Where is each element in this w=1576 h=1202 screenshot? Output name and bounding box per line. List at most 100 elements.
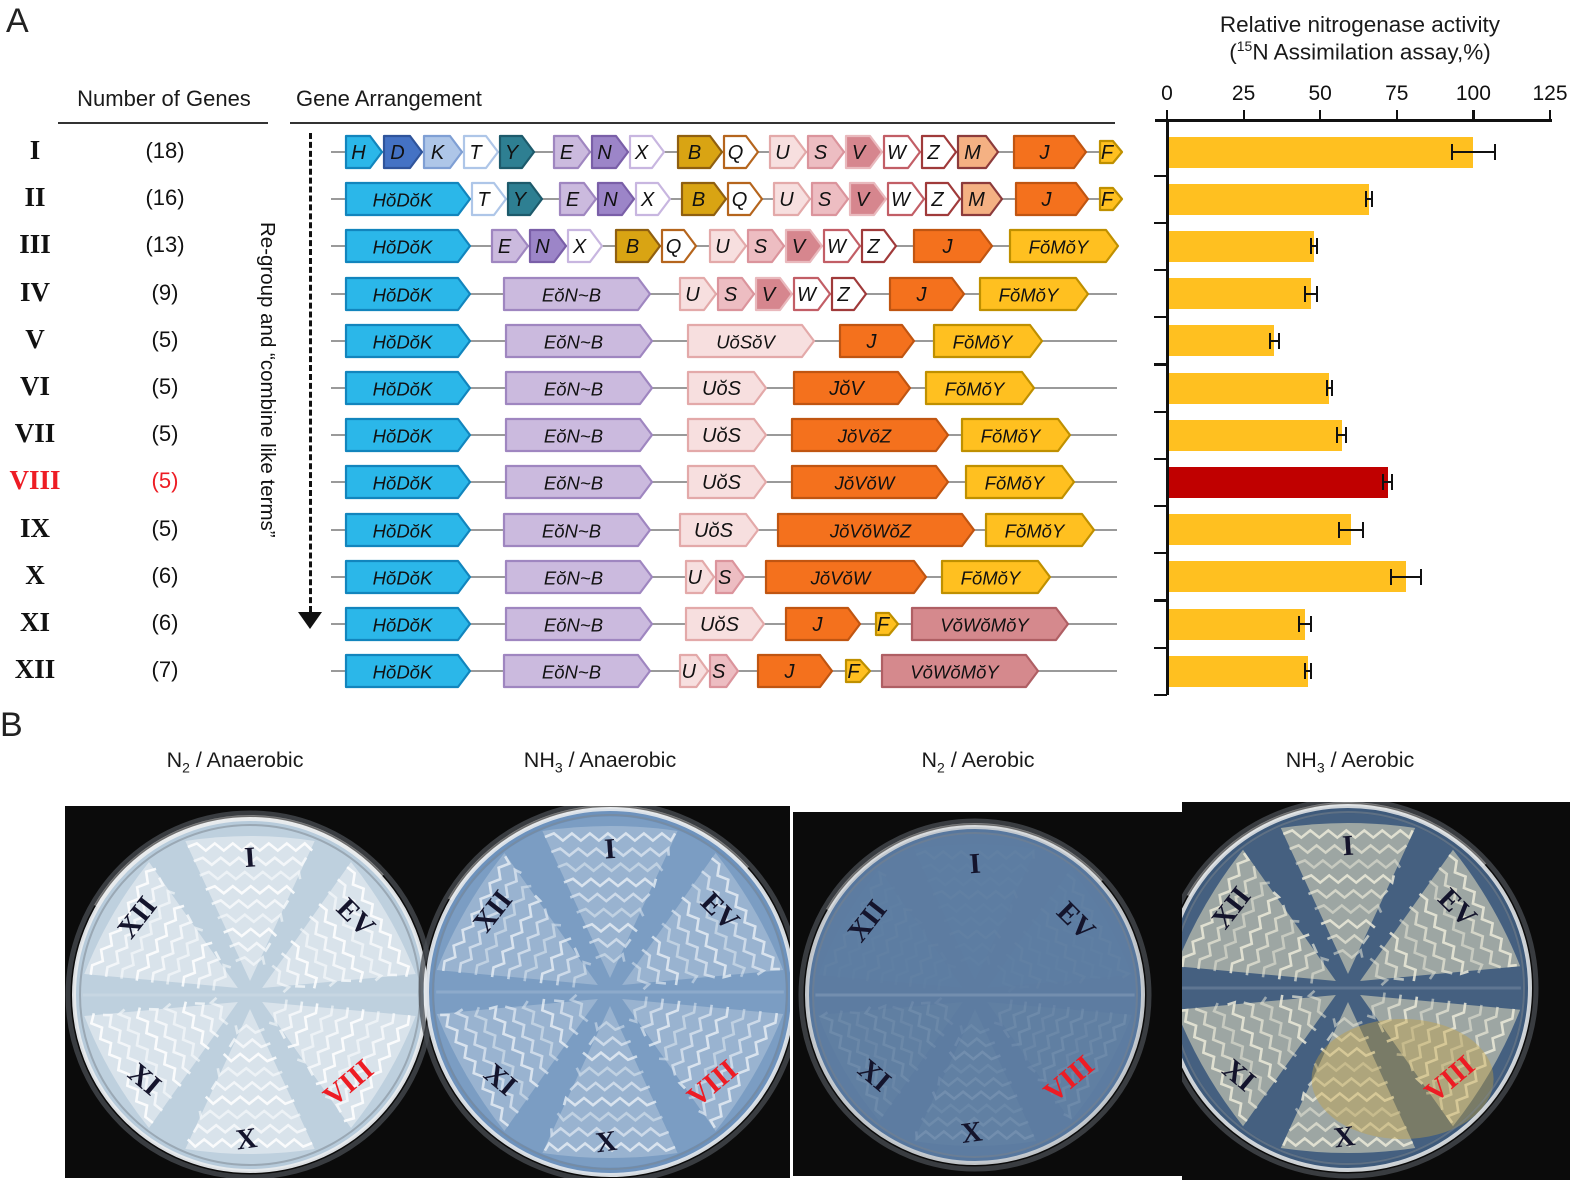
- streak-sector: [436, 852, 598, 988]
- error-bar: [1366, 198, 1373, 201]
- streak-line: [691, 883, 747, 978]
- gene-arrow-shape: [790, 418, 950, 453]
- streak-line: [1063, 1013, 1127, 1120]
- y-axis-tick: [1154, 693, 1167, 696]
- bar: [1167, 419, 1342, 451]
- gene-arrow: HŏDŏK: [344, 276, 472, 311]
- gene-arrow: UŏS: [686, 418, 768, 453]
- gene-arrow: S: [714, 559, 746, 594]
- gene-arrow-shape: [810, 182, 850, 217]
- gene-arrow-shape: [552, 134, 592, 170]
- gene-arrow-label: V: [852, 142, 867, 164]
- gene-arrow-shape: [964, 465, 1076, 500]
- streak-line: [208, 996, 229, 1026]
- error-bar-cap: [1420, 568, 1423, 585]
- row-gene-count: (6): [151, 562, 179, 588]
- streak-sector: [1360, 992, 1521, 1127]
- gene-arrow-shape: [504, 606, 654, 642]
- gene-arrow-shape: [1098, 187, 1124, 212]
- gene-arrow: V: [754, 276, 794, 311]
- streak-line: [677, 1006, 730, 1090]
- dish-rim-outer: [798, 818, 1152, 1172]
- condition-subscript: 3: [554, 759, 563, 776]
- gene-arrow: FŏMŏY: [1008, 229, 1120, 264]
- panel-a-label: A: [6, 2, 29, 40]
- streak-line: [441, 855, 512, 972]
- row-numeral: I: [29, 135, 41, 165]
- streak-line: [1245, 904, 1288, 976]
- bar: [1167, 183, 1370, 215]
- gene-arrow-shape: [628, 134, 666, 170]
- streak-line: [563, 877, 658, 889]
- gene-arrow-label: D: [390, 142, 404, 164]
- gene-arrow-shape: [874, 611, 900, 637]
- gene-arrow-shape: [912, 229, 994, 264]
- gene-arrow: Q: [722, 134, 760, 170]
- streak-line: [582, 922, 638, 934]
- gene-arrow-shape: [590, 134, 630, 170]
- streak-line: [1197, 865, 1257, 970]
- gene-arrow-label: S: [814, 142, 828, 164]
- error-bar-cap: [1325, 380, 1328, 396]
- gene-arrow-label: V: [856, 189, 871, 211]
- streak-line: [595, 952, 626, 964]
- dish-rim-outer: [418, 806, 790, 1178]
- gene-arrow: Q: [660, 229, 698, 264]
- streak-line: [877, 1003, 919, 1072]
- streak-line: [1288, 1121, 1407, 1133]
- gene-arrow-label: JŏVŏW: [810, 567, 872, 588]
- dish-rim-highlight: [423, 806, 790, 1178]
- gene-arrow-label: U: [685, 284, 700, 306]
- streak-line: [299, 927, 338, 988]
- gene-arrow: FŏMŏY: [924, 370, 1036, 406]
- x-axis-tick: [1319, 110, 1322, 119]
- bar: [1167, 655, 1308, 687]
- streak-line: [1037, 1008, 1085, 1083]
- gene-arrow: VŏWŏMŏY: [880, 654, 1040, 689]
- gene-arrow-shape: [490, 229, 530, 264]
- gene-arrow-shape: [772, 182, 812, 217]
- bar: [1167, 230, 1315, 262]
- error-bar: [1326, 387, 1332, 389]
- gene-arrow-label: S: [724, 284, 738, 306]
- gene-arrow-shape: [566, 229, 604, 264]
- gene-arrow: EŏN~B: [504, 559, 654, 594]
- gene-arrow-shape: [984, 512, 1096, 547]
- streak-line: [1448, 853, 1517, 968]
- streak-line: [1054, 1012, 1113, 1104]
- gene-arrow: M: [960, 182, 1004, 217]
- streak-sector: [1280, 823, 1416, 974]
- streak-sector: [84, 996, 238, 1129]
- gene-arrow: V: [848, 182, 888, 217]
- streak-line: [1386, 996, 1419, 1043]
- gene-arrow-shape: [504, 323, 654, 358]
- gene-arrow-shape: [924, 182, 962, 217]
- streak-line: [234, 1023, 265, 1035]
- streak-line: [1418, 892, 1469, 976]
- y-axis-tick: [1154, 316, 1167, 319]
- streak-line: [335, 1013, 396, 1113]
- streak-line: [186, 1137, 313, 1149]
- streak-line: [1289, 843, 1408, 855]
- streak-line: [1438, 866, 1502, 969]
- streak-line: [837, 1010, 893, 1106]
- gene-arrow-label: X: [634, 142, 649, 164]
- streak-line: [588, 1035, 632, 1047]
- streak-line: [1408, 1000, 1451, 1072]
- streak-wedge: [436, 852, 598, 985]
- gene-row: HŏDŏK EŏN~B UŏS JŏVŏW FŏMŏY: [331, 465, 1137, 500]
- streak-line: [135, 904, 185, 981]
- gene-arrow-label: V: [762, 284, 777, 306]
- gene-arrow: Z: [924, 182, 962, 217]
- streak-line: [1326, 1031, 1370, 1043]
- gene-arrow-label: EŏN~B: [544, 426, 603, 447]
- gene-arrow-label: N: [535, 236, 550, 258]
- gene-arrow: HŏDŏK: [344, 559, 472, 594]
- bar: [1167, 325, 1275, 357]
- bar: [1167, 514, 1351, 546]
- error-bar: [1269, 339, 1279, 342]
- dish-strain-label-i: I: [603, 833, 617, 866]
